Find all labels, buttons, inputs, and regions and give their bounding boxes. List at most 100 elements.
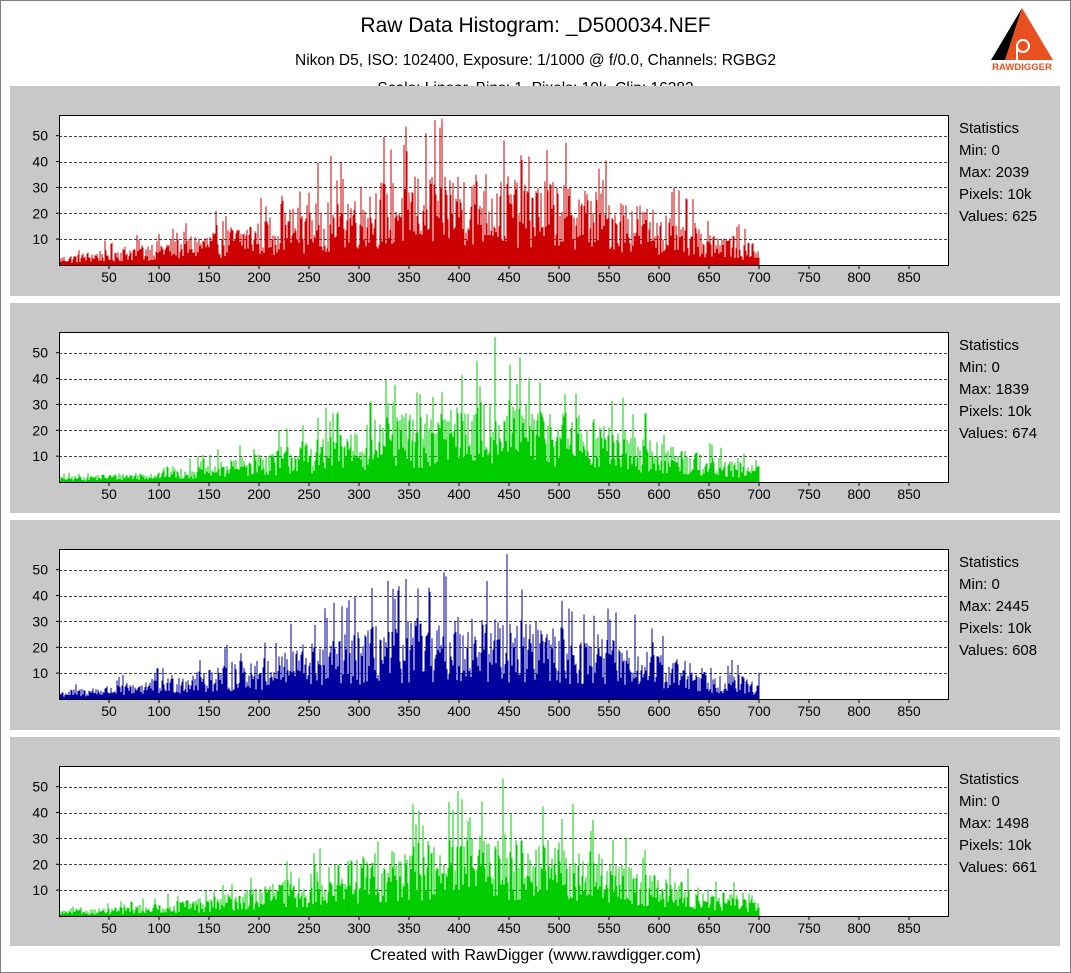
plot-frame	[59, 766, 949, 917]
x-tick-label: 300	[347, 920, 371, 936]
y-tick-label: 10	[32, 448, 48, 464]
histogram-svg: 10 20 30 40 50 50 100 150 200 250 300 350 400 450 500 5…	[32, 332, 949, 502]
stat-pixels: Pixels: 10k	[959, 403, 1032, 420]
y-tick-label: 20	[32, 422, 48, 438]
stat-max: Max: 2039	[959, 164, 1030, 181]
stat-values: Values: 661	[959, 859, 1038, 876]
bars	[59, 554, 760, 699]
x-tick-label: 450	[497, 703, 521, 719]
x-tick-label: 650	[697, 920, 721, 936]
x-tick-label: 550	[597, 486, 621, 502]
logo-triangle-dark	[991, 8, 1022, 60]
y-tick-label: 40	[32, 154, 48, 170]
x-tick-label: 850	[897, 486, 921, 502]
y-tick-label: 50	[32, 128, 48, 144]
x-tick-label: 150	[197, 486, 221, 502]
bars	[59, 118, 760, 265]
histogram-svg: 10 20 30 40 50 50 100 150 200 250 300 350 400 450 500 5…	[32, 549, 949, 719]
x-tick-label: 300	[347, 269, 371, 285]
y-tick-label: 50	[32, 345, 48, 361]
y-tick-label: 50	[32, 779, 48, 795]
rawdigger-logo: RAWDIGGER	[989, 6, 1055, 73]
stat-min: Min: 0	[959, 576, 1000, 593]
x-tick-label: 100	[147, 269, 171, 285]
x-tick-label: 550	[597, 269, 621, 285]
x-tick-label: 750	[797, 269, 821, 285]
statistics-block: Statistics Min: 0 Max: 2039 Pixels: 10k Valu…	[959, 118, 1037, 228]
stat-min: Min: 0	[959, 793, 1000, 810]
x-tick-label: 750	[797, 703, 821, 719]
bars	[59, 337, 760, 482]
scale-info-subtitle: Scale: Linear, Bins: 1, Pixels: 10k, Cli…	[0, 78, 1071, 87]
statistics-heading: Statistics	[959, 337, 1020, 354]
x-tick-label: 150	[197, 269, 221, 285]
plot-frame	[59, 549, 949, 700]
x-tick-label: 650	[697, 269, 721, 285]
statistics-heading: Statistics	[959, 554, 1020, 571]
logo-text: RAWDIGGER	[992, 62, 1052, 72]
statistics-heading: Statistics	[959, 120, 1020, 137]
y-tick-label: 20	[32, 856, 48, 872]
x-tick-label: 350	[397, 703, 421, 719]
x-tick-label: 200	[247, 269, 271, 285]
camera-info-subtitle: Nikon D5, ISO: 102400, Exposure: 1/1000 …	[295, 52, 776, 69]
stat-max: Max: 1498	[959, 815, 1030, 832]
x-tick-label: 500	[547, 703, 571, 719]
x-tick-label: 200	[247, 703, 271, 719]
statistics-block: Statistics Min: 0 Max: 1498 Pixels: 10k Valu…	[959, 769, 1037, 879]
x-tick-label: 400	[447, 269, 471, 285]
x-tick-label: 700	[747, 920, 771, 936]
x-tick-label: 700	[747, 269, 771, 285]
x-tick-label: 400	[447, 703, 471, 719]
x-tick-label: 150	[197, 920, 221, 936]
x-tick-label: 450	[497, 269, 521, 285]
x-tick-label: 450	[497, 486, 521, 502]
x-tick-label: 800	[847, 269, 871, 285]
x-tick-label: 850	[897, 920, 921, 936]
x-tick-label: 250	[297, 920, 321, 936]
x-tick-label: 100	[147, 920, 171, 936]
stat-max: Max: 1839	[959, 381, 1030, 398]
x-tick-label: 650	[697, 703, 721, 719]
x-tick-label: 250	[297, 269, 321, 285]
x-tick-label: 800	[847, 920, 871, 936]
y-tick-label: 40	[32, 588, 48, 604]
y-tick-label: 50	[32, 562, 48, 578]
x-tick-label: 750	[797, 486, 821, 502]
histogram-svg: 10 20 30 40 50 50 100 150 200 250 300 350 400 450 500 5…	[32, 115, 949, 285]
statistics-block: Statistics Min: 0 Max: 2445 Pixels: 10k Valu…	[959, 552, 1037, 662]
x-tick-label: 350	[397, 920, 421, 936]
plot-frame	[59, 115, 949, 266]
histogram-panel-blue: 10 20 30 40 50 50 100 150 200 250 300 350 400 450 500 5…	[10, 520, 1060, 730]
x-tick-label: 200	[247, 486, 271, 502]
x-tick-label: 650	[697, 486, 721, 502]
statistics-heading: Statistics	[959, 771, 1020, 788]
histogram-panel-red: 10 20 30 40 50 50 100 150 200 250 300 350 400 450 500 5…	[10, 86, 1060, 296]
stat-pixels: Pixels: 10k	[959, 620, 1032, 637]
x-tick-label: 50	[101, 486, 117, 502]
stat-min: Min: 0	[959, 359, 1000, 376]
x-tick-label: 700	[747, 703, 771, 719]
x-tick-label: 100	[147, 486, 171, 502]
x-tick-label: 50	[101, 703, 117, 719]
y-tick-label: 30	[32, 613, 48, 629]
histogram-title: Raw Data Histogram: _D500034.NEF	[360, 14, 711, 37]
y-tick-label: 10	[32, 882, 48, 898]
y-tick-label: 20	[32, 205, 48, 221]
x-tick-label: 450	[497, 920, 521, 936]
x-tick-label: 850	[897, 703, 921, 719]
stat-min: Min: 0	[959, 142, 1000, 159]
y-tick-label: 10	[32, 231, 48, 247]
x-tick-label: 100	[147, 703, 171, 719]
footer-credit: Created with RawDigger (www.rawdigger.co…	[370, 947, 701, 964]
x-tick-label: 600	[647, 703, 671, 719]
x-tick-label: 550	[597, 920, 621, 936]
y-tick-label: 30	[32, 830, 48, 846]
x-tick-label: 750	[797, 920, 821, 936]
bars	[59, 778, 760, 916]
x-tick-label: 700	[747, 486, 771, 502]
x-tick-label: 400	[447, 920, 471, 936]
x-tick-label: 250	[297, 486, 321, 502]
x-tick-label: 600	[647, 269, 671, 285]
x-tick-label: 800	[847, 703, 871, 719]
